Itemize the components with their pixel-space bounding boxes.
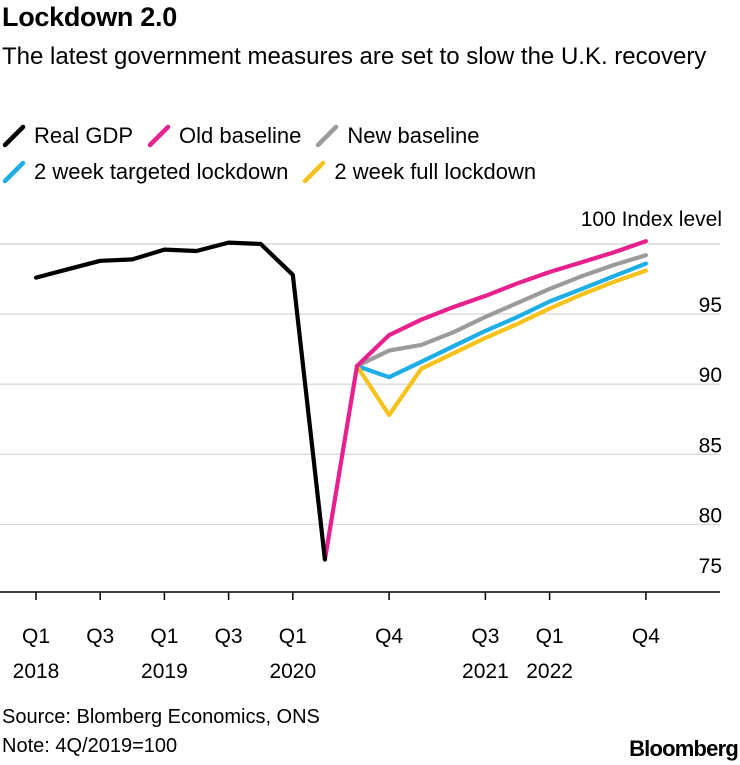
x-tick-label: Q3 [471, 625, 499, 648]
legend-row: Real GDP Old baseline New baseline [2, 118, 738, 154]
legend-label: New baseline [347, 123, 480, 148]
y-tick-label: 85 [699, 434, 722, 457]
y-tick-label: 75 [699, 555, 722, 578]
legend-label: Real GDP [34, 123, 134, 148]
legend-swatch-icon [303, 160, 326, 184]
legend-swatch-icon [2, 160, 26, 184]
x-year-label: 2019 [141, 660, 188, 683]
bloomberg-logo: Bloomberg [629, 736, 739, 761]
y-tick-label: 90 [699, 364, 722, 387]
legend-swatch-icon [316, 124, 339, 148]
x-year-label: 2018 [13, 660, 60, 683]
source-note: Source: Blomberg Economics, ONS [2, 706, 320, 728]
legend-item: Real GDP [2, 123, 133, 149]
x-year-label: 2020 [269, 660, 316, 683]
x-year-label: 2022 [526, 660, 573, 683]
y-unit-label: 100 Index level [581, 208, 722, 231]
x-year-label: 2021 [462, 660, 509, 683]
series-line-2-week-full-lockdown [354, 268, 649, 418]
legend-label: 2 week full lockdown [334, 159, 537, 184]
x-tick-label: Q1 [536, 625, 564, 648]
x-tick-label: Q1 [279, 625, 307, 648]
legend-swatch-icon [2, 124, 26, 148]
line-chart: 75 80 85 90 95 100 Index level Q1 2018 Q3 Q1 2019 Q… [0, 208, 722, 683]
x-tick-label: Q1 [22, 625, 50, 648]
legend-swatch-icon [147, 124, 171, 148]
legend-label: 2 week targeted lockdown [34, 159, 289, 184]
legend-item: 2 week full lockdown [302, 159, 536, 185]
footnote: Note: 4Q/2019=100 [2, 735, 178, 757]
legend: Real GDP Old baseline New baseline 2 week t… [2, 118, 738, 190]
series-line-2-week-targeted-lockdown [354, 261, 649, 380]
x-tick-label: Q1 [150, 625, 178, 648]
legend-item: 2 week targeted lockdown [2, 159, 288, 185]
series-line-real-gdp [33, 240, 327, 562]
x-tick-label: Q3 [215, 625, 243, 648]
x-tick-label: Q4 [632, 625, 660, 648]
x-tick-label: Q4 [375, 625, 403, 648]
series-line-old-baseline [322, 239, 649, 562]
chart-title: Lockdown 2.0 [2, 2, 177, 32]
x-tick-label: Q3 [86, 625, 114, 648]
legend-row: 2 week targeted lockdown 2 week full lock… [2, 154, 738, 190]
legend-item: New baseline [315, 123, 479, 149]
series-line-new-baseline [354, 253, 649, 369]
legend-item: Old baseline [147, 123, 301, 149]
y-tick-label: 95 [699, 294, 722, 317]
legend-label: Old baseline [179, 123, 302, 148]
chart-subtitle: The latest government measures are set t… [2, 43, 707, 70]
y-tick-label: 80 [699, 504, 722, 527]
